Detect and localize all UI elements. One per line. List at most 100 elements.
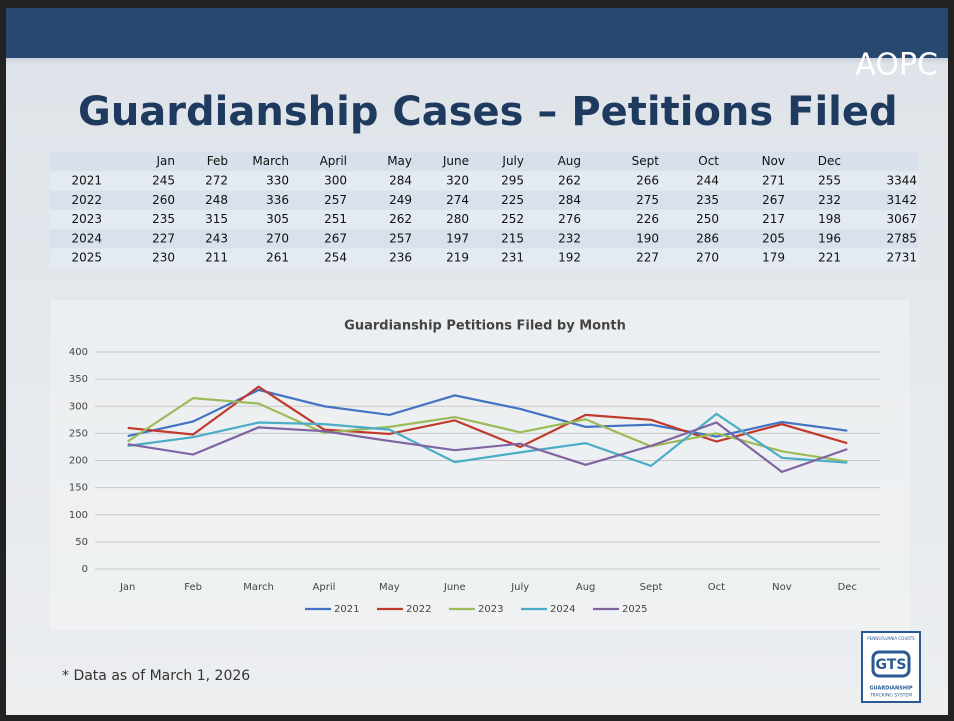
x-tick-label: May [379, 582, 400, 593]
y-tick-label: 250 [69, 428, 88, 439]
table-cell: 252 [501, 212, 524, 226]
table-cell: 205 [762, 231, 785, 245]
y-tick-label: 0 [82, 564, 88, 575]
table-cell: 271 [762, 173, 785, 187]
table-cell: 300 [324, 173, 347, 187]
x-tick-label: Jan [119, 582, 135, 593]
table-cell: 250 [696, 212, 719, 226]
x-tick-label: Nov [772, 582, 792, 593]
table-cell: 254 [324, 251, 347, 265]
chart-area [50, 300, 910, 630]
legend-label: 2022 [406, 604, 431, 615]
x-tick-label: March [243, 582, 273, 593]
table-cell: 260 [152, 193, 175, 207]
badge-top: PENNSYLVANIA COURTS [867, 636, 915, 641]
top-band [6, 8, 948, 58]
table-cell: 217 [762, 212, 785, 226]
table-cell: 276 [558, 212, 581, 226]
table-row-bg [50, 210, 918, 229]
table-cell: 295 [501, 173, 524, 187]
table-cell: 232 [558, 231, 581, 245]
table-header: June [442, 154, 469, 168]
table-cell: 192 [558, 251, 581, 265]
legend-label: 2025 [622, 604, 647, 615]
legend-label: 2023 [478, 604, 503, 615]
table-cell: 245 [152, 173, 175, 187]
table-cell: 261 [266, 251, 289, 265]
table-cell: 219 [446, 251, 469, 265]
table-header: April [320, 154, 347, 168]
table-cell: 280 [446, 212, 469, 226]
table-cell: 284 [558, 193, 581, 207]
y-tick-label: 350 [69, 374, 88, 385]
footnote: * Data as of March 1, 2026 [62, 668, 250, 684]
table-cell: 286 [696, 231, 719, 245]
slide: AOPC Guardianship Cases – Petitions File… [0, 0, 954, 721]
table-cell: 231 [501, 251, 524, 265]
table-header: Jan [156, 154, 176, 168]
x-tick-label: Feb [184, 582, 202, 593]
badge-mark: GTS [876, 657, 907, 673]
table-cell: 274 [446, 193, 469, 207]
table-cell: 227 [636, 251, 659, 265]
table-cell: 215 [501, 231, 524, 245]
table-row-bg [50, 249, 918, 268]
table-cell: 225 [501, 193, 524, 207]
gts-badge: PENNSYLVANIA COURTS GTS GUARDIANSHIP TRA… [862, 632, 920, 702]
x-tick-label: Dec [838, 582, 857, 593]
table-total: 2731 [886, 251, 917, 265]
table-cell: 232 [818, 193, 841, 207]
x-tick-label: Oct [708, 582, 725, 593]
badge-bottom: TRACKING SYSTEM [869, 693, 912, 699]
table-header: Nov [762, 154, 785, 168]
table-cell: 266 [636, 173, 659, 187]
table-row-label: 2024 [71, 231, 102, 245]
table-cell: 230 [152, 251, 175, 265]
table-cell: 330 [266, 173, 289, 187]
table-total: 2785 [886, 231, 917, 245]
table-cell: 267 [324, 231, 347, 245]
table-cell: 275 [636, 193, 659, 207]
table-cell: 251 [324, 212, 347, 226]
table-cell: 255 [818, 173, 841, 187]
table-cell: 198 [818, 212, 841, 226]
table-cell: 235 [696, 193, 719, 207]
legend-label: 2021 [334, 604, 359, 615]
slide-title: Guardianship Cases – Petitions Filed [78, 89, 898, 135]
table-cell: 320 [446, 173, 469, 187]
table-row-bg [50, 171, 918, 190]
x-tick-label: April [313, 582, 336, 593]
table-cell: 236 [389, 251, 412, 265]
table-total: 3142 [886, 193, 917, 207]
table-header: Sept [632, 154, 660, 168]
table-cell: 305 [266, 212, 289, 226]
y-tick-label: 100 [69, 510, 88, 521]
table-cell: 262 [389, 212, 412, 226]
table-cell: 244 [696, 173, 719, 187]
table-total: 3344 [886, 173, 917, 187]
table-row-bg [50, 229, 918, 248]
table-cell: 270 [266, 231, 289, 245]
table-cell: 270 [696, 251, 719, 265]
table-header: Feb [207, 154, 228, 168]
table-row-label: 2021 [71, 173, 102, 187]
table-cell: 249 [389, 193, 412, 207]
table-cell: 267 [762, 193, 785, 207]
table-header: March [252, 154, 289, 168]
table-header: Dec [818, 154, 841, 168]
logo: AOPC [855, 48, 938, 83]
table-cell: 190 [636, 231, 659, 245]
table-header: July [501, 154, 524, 168]
chart-title: Guardianship Petitions Filed by Month [344, 319, 626, 334]
table-header: Oct [698, 154, 719, 168]
table-cell: 226 [636, 212, 659, 226]
table-cell: 179 [762, 251, 785, 265]
y-tick-label: 200 [69, 456, 88, 467]
x-tick-label: July [510, 582, 529, 593]
x-tick-label: Sept [640, 582, 663, 593]
y-tick-label: 50 [75, 537, 88, 548]
table-header: Aug [558, 154, 581, 168]
table-cell: 315 [205, 212, 228, 226]
table-cell: 211 [205, 251, 228, 265]
